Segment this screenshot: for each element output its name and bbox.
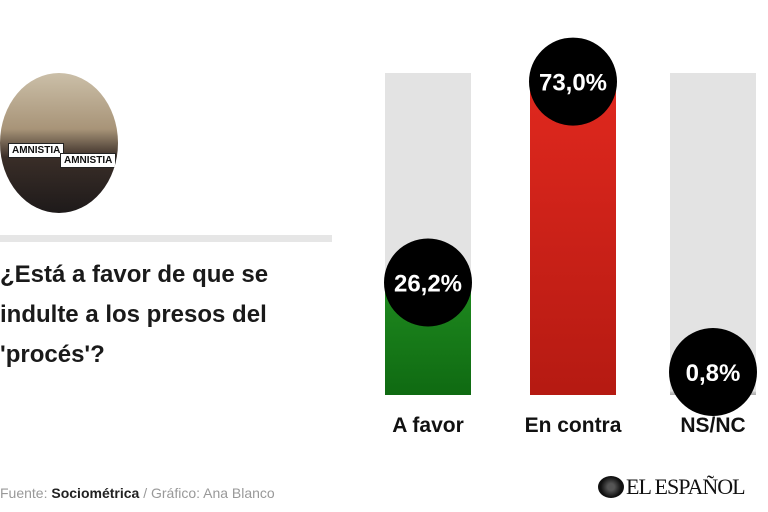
bar: [530, 81, 616, 395]
photo-sign: AMNISTIA: [8, 143, 65, 158]
source-credit: Fuente: Sociométrica / Gráfico: Ana Blan…: [0, 485, 275, 501]
logo-text: EL ESPAÑOL: [626, 474, 746, 499]
category-label: A favor: [392, 414, 464, 437]
divider: [0, 235, 332, 242]
logo-lion: [598, 476, 624, 498]
credit: Gráfico: Ana Blanco: [150, 485, 275, 501]
category-label: En contra: [525, 414, 622, 437]
data-label: 0,8%: [686, 360, 741, 387]
value-bubble: [529, 37, 617, 126]
photo-sign: AMNISTIA: [60, 153, 117, 168]
value-bubble: [384, 238, 472, 327]
photo-prisoners: AMNISTIA AMNISTIA: [0, 73, 118, 213]
source-name: Sociométrica: [51, 485, 140, 501]
category-label: NS/NC: [680, 414, 745, 437]
logo: EL ESPAÑOL: [596, 474, 746, 500]
source-prefix: Fuente:: [0, 485, 48, 501]
separator: /: [139, 485, 151, 501]
data-label: 73,0%: [539, 70, 607, 97]
data-label: 26,2%: [394, 271, 462, 298]
value-bubble: [669, 328, 757, 416]
chart-title: ¿Está a favor de que se indulte a los pr…: [0, 261, 269, 368]
